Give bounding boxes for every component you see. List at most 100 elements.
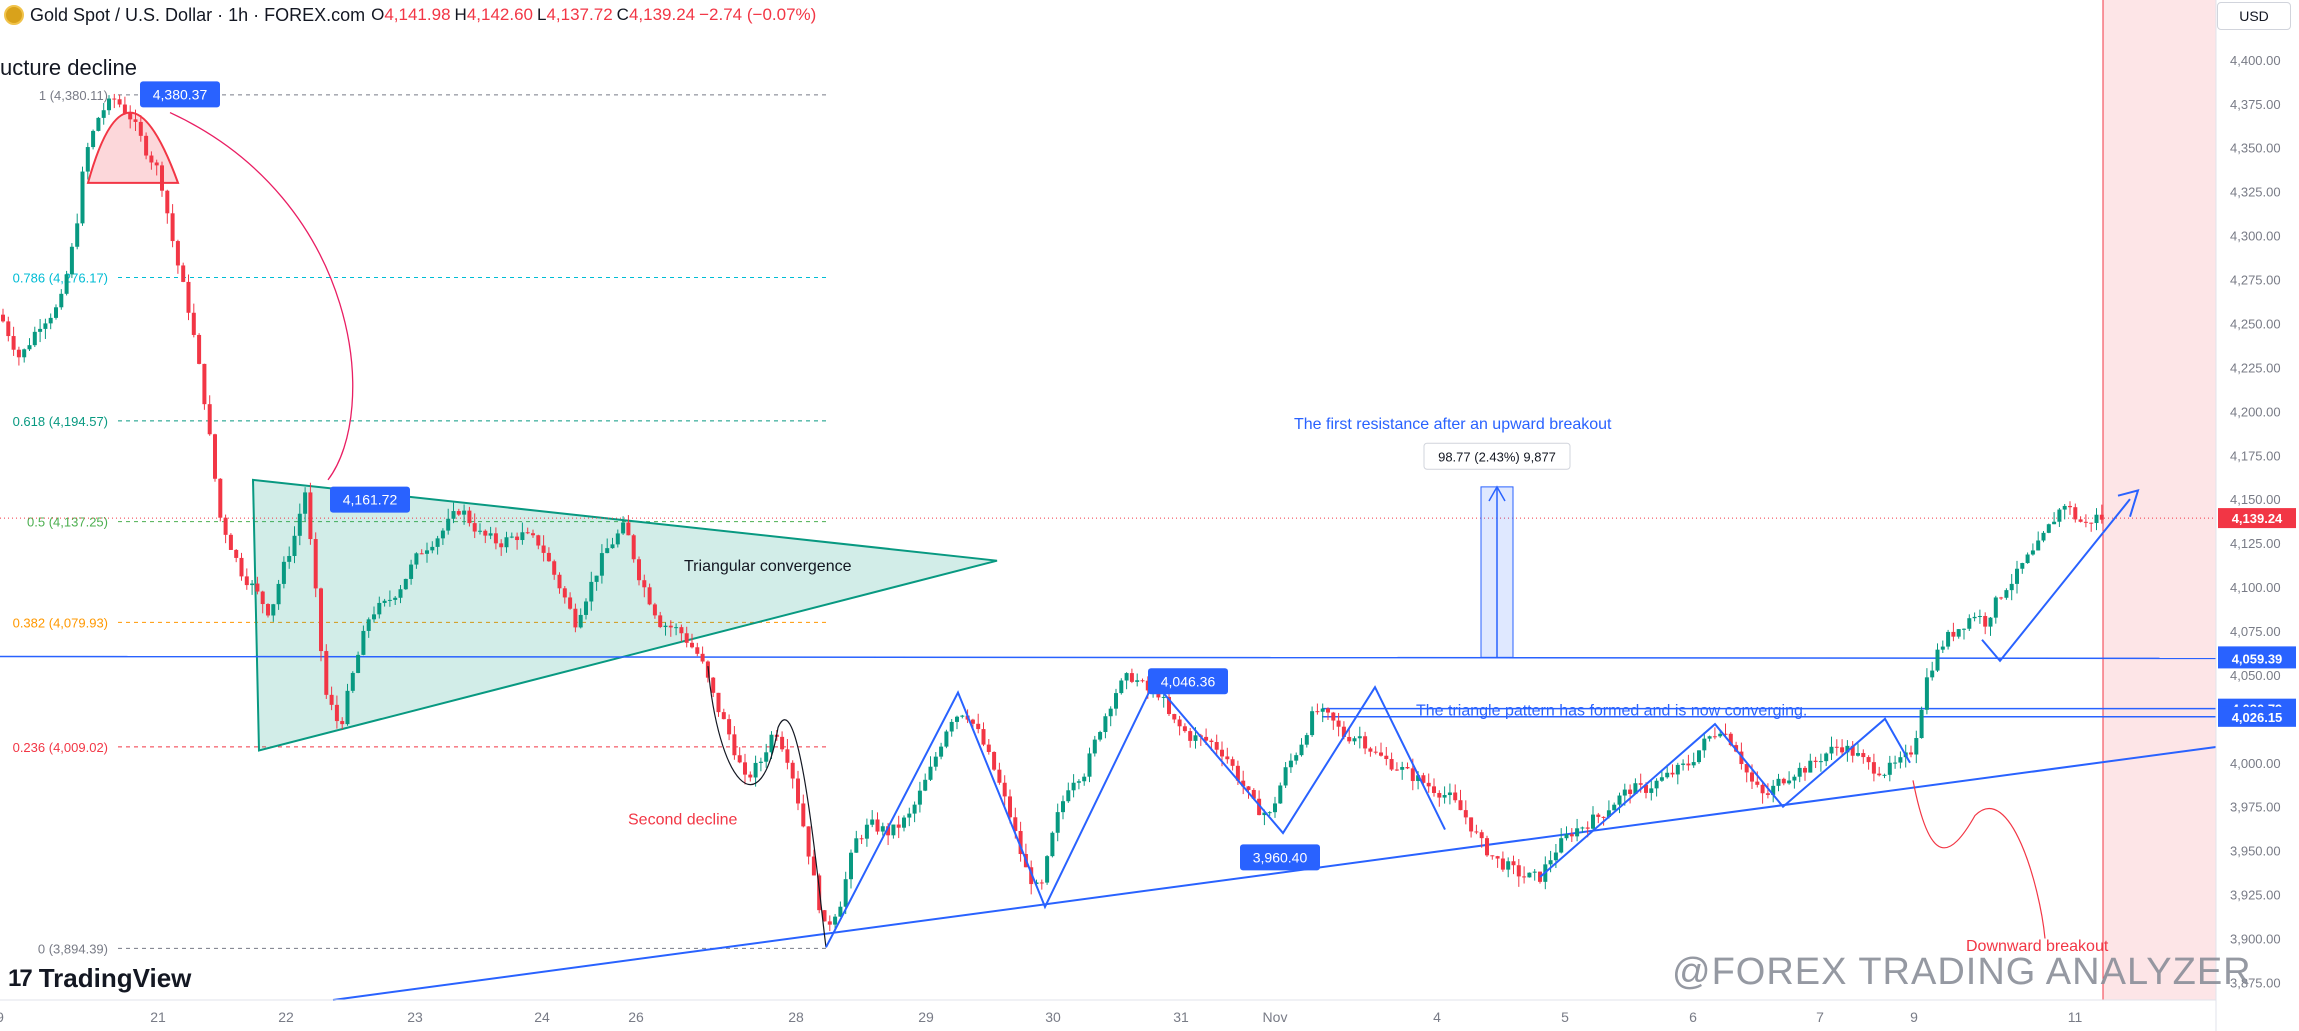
price-tick-label: 3,975.00 [2230,800,2281,815]
candle-body [1765,793,1770,795]
candle-body [1336,720,1341,727]
time-tick-label: 5 [1561,1009,1569,1025]
candle-body [1410,768,1415,782]
candle-body [64,274,69,294]
candle-body [1728,733,1733,746]
candle-body [748,774,753,778]
tradingview-logo[interactable]: 17 TradingView [8,963,191,994]
candle-body [234,549,239,558]
candle-body [796,778,800,804]
candle-body [1559,838,1564,853]
candle-body [1214,742,1219,750]
candle-body [1893,762,1898,764]
candle-body [509,536,514,538]
price-callout-box [1148,668,1228,695]
candle-body [1421,775,1426,783]
candle-body [1315,711,1320,713]
ohlc-values: O4,141.98 H4,142.60 L4,137.72 C4,139.24 … [371,5,816,25]
candle-body [1946,631,1951,647]
candle-body [594,575,599,582]
candle-body [695,647,700,654]
candle-body [1919,709,1924,739]
candle-body [849,852,853,880]
price-tick-label: 4,350.00 [2230,141,2281,156]
candle-body [1246,786,1251,790]
candle-body [366,619,371,631]
currency-button[interactable]: USD [2217,2,2291,30]
candle-body [870,819,875,825]
candles-group [1,93,2104,932]
candle-body [1665,772,1670,778]
triangular-convergence-label: Triangular convergence [684,558,852,575]
fib-level-label: 0.786 (4,276.17) [13,270,108,285]
candle-body [319,588,323,652]
candle-body [1723,733,1728,735]
candle-body [2057,509,2062,522]
candle-body [674,627,679,629]
candle-body [690,642,694,648]
time-tick-label: 21 [150,1009,166,1025]
candle-body [1055,812,1060,833]
candle-body [1352,738,1357,742]
candle-body [854,838,859,853]
candle-body [562,588,567,598]
candle-body [1771,785,1776,795]
zigzag-wave-left [825,680,1446,948]
candle-body [578,614,583,628]
candle-body [69,246,74,275]
candle-body [1983,616,1988,627]
candle-body [250,583,255,586]
candle-body [859,838,864,840]
candle-body [2041,532,2046,541]
close-label: C [616,5,629,24]
price-tick-label: 4,400.00 [2230,53,2281,68]
candle-body [1866,757,1871,763]
candle-body [1675,764,1680,775]
axis-price-badge-label: 4,026.15 [2232,710,2283,725]
candle-body [1861,753,1866,758]
candle-body [1373,751,1378,753]
candle-body [191,312,196,335]
first-resistance-label: The first resistance after an upward bre… [1294,416,1612,433]
candle-body [902,817,906,828]
candle-body [1813,760,1818,762]
candle-body [997,769,1002,783]
candle-body [308,492,313,540]
candle-body [2020,563,2025,569]
candle-body [1288,760,1293,768]
candle-body [1447,792,1452,796]
candle-body [917,790,922,805]
candle-body [1299,744,1304,756]
candle-body [1712,736,1717,738]
candle-body [642,580,647,588]
candle-body [11,336,16,350]
candle-body [244,576,249,586]
symbol-title[interactable]: Gold Spot / U.S. Dollar · 1h · FOREX.com [30,4,366,25]
price-tick-label: 4,000.00 [2230,756,2281,771]
candle-body [107,98,111,111]
candle-body [1659,777,1664,781]
support-line [0,655,2217,660]
tradingview-logo-text: TradingView [38,963,192,993]
price-callout-label: 3,960.40 [1253,849,1308,865]
candle-body [785,749,790,763]
candle-body [340,721,345,725]
candle-body [721,712,726,720]
candle-body [38,328,43,332]
price-tick-label: 4,375.00 [2230,97,2281,112]
candle-body [1283,767,1288,786]
candle-body [1188,731,1193,741]
candle-body [1691,762,1696,766]
candle-body [663,625,668,628]
candle-body [1273,803,1277,813]
candle-body [1622,789,1627,796]
candle-body [955,716,959,722]
candle-body [213,434,217,479]
candle-body [223,517,228,535]
candle-body [1575,828,1580,837]
candle-body [430,546,435,551]
candle-body [806,826,811,857]
candle-body [515,536,520,541]
candle-body [255,583,260,592]
